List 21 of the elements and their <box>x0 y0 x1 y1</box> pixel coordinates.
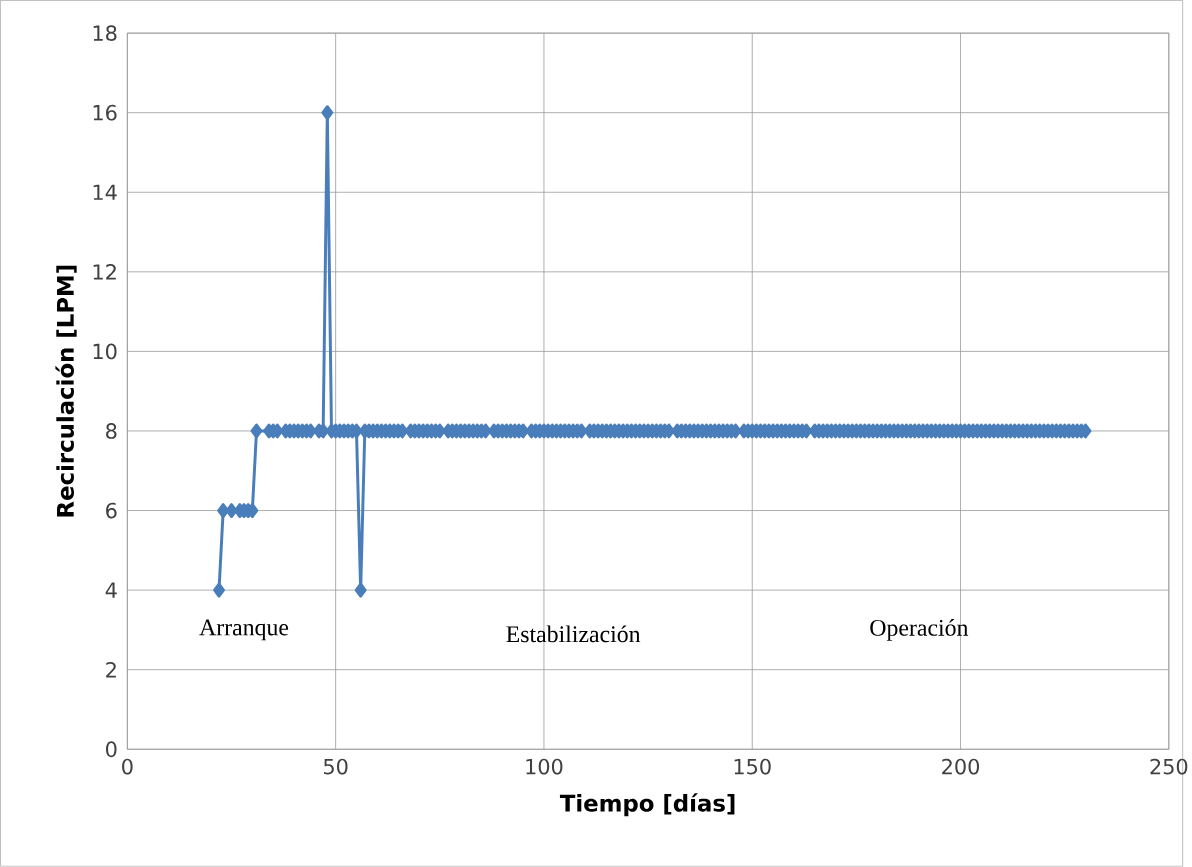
y-tick-label: 4 <box>105 582 117 598</box>
y-tick-label: 8 <box>106 423 117 440</box>
y-tick-label: 16 <box>93 104 117 121</box>
y-axis-title: Recirculación [LPM] <box>55 265 77 517</box>
y-tick-label: 12 <box>93 264 116 280</box>
y-tick-label: 2 <box>106 662 116 678</box>
x-tick-label: 100 <box>526 758 563 775</box>
annotation: Arranque <box>199 619 289 641</box>
x-axis-title: Tiempo [días] <box>559 793 735 817</box>
annotation: Estabilización <box>506 625 641 643</box>
x-tick-label: 200 <box>942 758 980 775</box>
x-tick-label: 150 <box>734 758 771 775</box>
annotation: Operación <box>870 619 969 641</box>
y-tick-label: 0 <box>106 741 117 758</box>
y-tick-label: 10 <box>93 343 117 360</box>
x-tick-label: 250 <box>1150 758 1188 775</box>
y-tick-label: 18 <box>93 25 117 42</box>
x-tick-label: 50 <box>324 758 348 775</box>
y-tick-label: 6 <box>106 502 117 519</box>
y-tick-label: 14 <box>93 184 117 201</box>
x-tick-label: 0 <box>122 758 133 775</box>
